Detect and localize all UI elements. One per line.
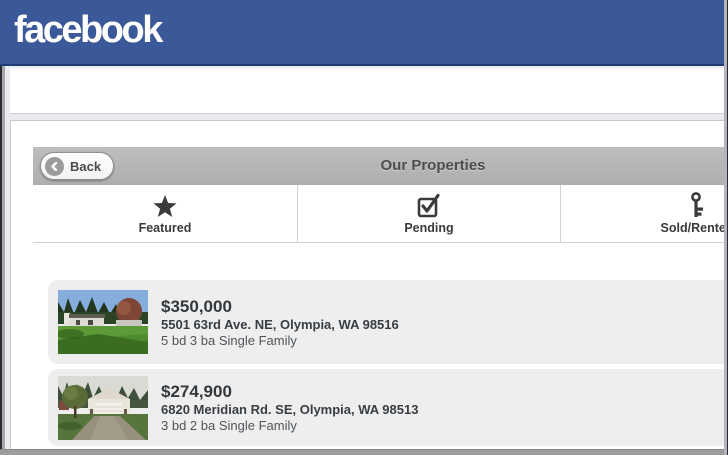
listing-info: $350,000 5501 63rd Ave. NE, Olympia, WA … — [161, 296, 399, 349]
tab-bar: Featured Pending Sold/Rented — [33, 185, 728, 243]
listing-row[interactable]: $274,900 6820 Meridian Rd. SE, Olympia, … — [48, 369, 728, 446]
properties-header-bar: Our Properties — [33, 147, 728, 185]
listing-details: 5 bd 3 ba Single Family — [161, 332, 297, 348]
listing-price: $350,000 — [161, 296, 232, 316]
app-selector-bar: RealBird Mobile Real Estate Exa... — [10, 68, 724, 177]
window-left-border — [2, 66, 5, 455]
listing-photo — [58, 375, 148, 440]
tab-sold-rented-label: Sold/Rented — [660, 221, 728, 235]
listing-photo — [58, 290, 148, 354]
listing-address: 6820 Meridian Rd. SE, Olympia, WA 98513 — [161, 402, 419, 417]
back-button[interactable]: Back — [40, 152, 115, 180]
tab-featured[interactable]: Featured — [33, 185, 297, 242]
bottom-scroll-edge — [0, 449, 728, 455]
page-title: Our Properties — [380, 157, 486, 174]
listing-info: $274,900 6820 Meridian Rd. SE, Olympia, … — [161, 381, 418, 434]
window-right-border — [724, 0, 727, 455]
tab-featured-label: Featured — [138, 221, 192, 235]
chevron-left-icon — [45, 156, 64, 176]
window-left-edge — [0, 66, 2, 455]
facebook-logo[interactable]: facebook — [14, 9, 163, 51]
tab-pending-label: Pending — [404, 221, 454, 235]
star-icon — [153, 192, 177, 218]
facebook-header-bar: facebook — [0, 0, 728, 66]
key-icon — [688, 192, 706, 218]
tab-pending[interactable]: Pending — [297, 185, 560, 242]
tab-sold-rented[interactable]: Sold/Rented — [560, 185, 728, 242]
listing-row[interactable]: $350,000 5501 63rd Ave. NE, Olympia, WA … — [48, 280, 728, 364]
back-button-label: Back — [70, 158, 102, 174]
listing-details: 3 bd 2 ba Single Family — [161, 418, 297, 433]
checkbox-check-icon — [417, 192, 441, 218]
listing-address: 5501 63rd Ave. NE, Olympia, WA 98516 — [161, 316, 399, 332]
listing-price: $274,900 — [161, 382, 232, 401]
